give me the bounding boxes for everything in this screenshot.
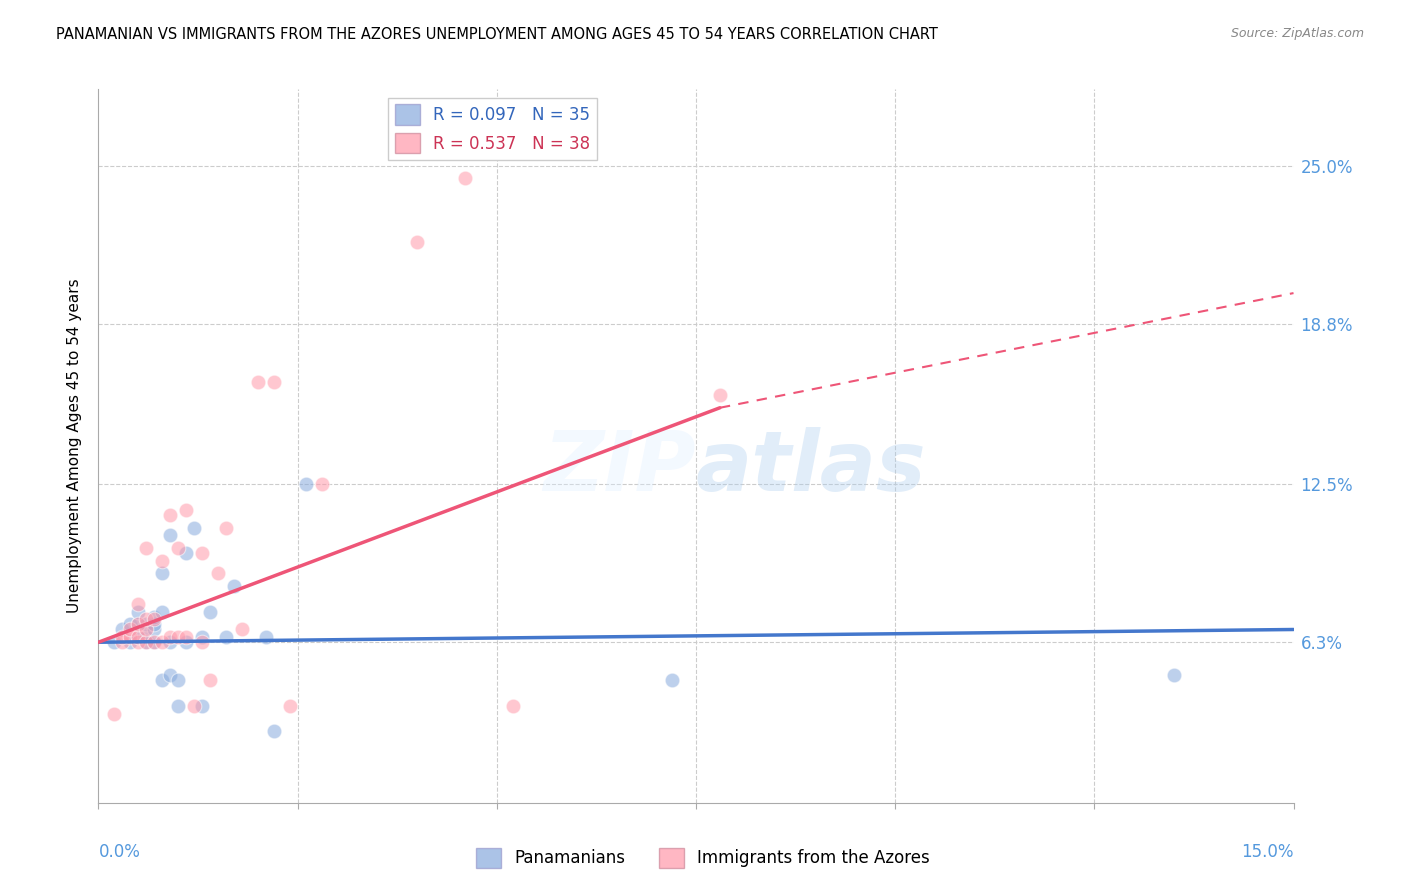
- Text: PANAMANIAN VS IMMIGRANTS FROM THE AZORES UNEMPLOYMENT AMONG AGES 45 TO 54 YEARS : PANAMANIAN VS IMMIGRANTS FROM THE AZORES…: [56, 27, 938, 42]
- Point: [127, 605, 149, 619]
- Point: [167, 673, 190, 688]
- Point: [167, 698, 190, 713]
- Point: [1163, 668, 1185, 682]
- Point: [111, 635, 134, 649]
- Point: [191, 630, 214, 644]
- Point: [174, 630, 197, 644]
- Point: [502, 698, 524, 713]
- Point: [174, 546, 197, 560]
- Point: [159, 635, 181, 649]
- Point: [159, 630, 181, 644]
- Point: [159, 528, 181, 542]
- Point: [167, 630, 190, 644]
- Point: [135, 635, 157, 649]
- Point: [311, 477, 333, 491]
- Point: [167, 541, 190, 555]
- Point: [263, 724, 285, 739]
- Point: [127, 617, 149, 632]
- Point: [150, 673, 173, 688]
- Point: [246, 376, 269, 390]
- Point: [159, 668, 181, 682]
- Point: [127, 635, 149, 649]
- Point: [231, 623, 253, 637]
- Legend: Panamanians, Immigrants from the Azores: Panamanians, Immigrants from the Azores: [470, 841, 936, 875]
- Point: [135, 635, 157, 649]
- Point: [191, 635, 214, 649]
- Point: [143, 623, 166, 637]
- Y-axis label: Unemployment Among Ages 45 to 54 years: Unemployment Among Ages 45 to 54 years: [67, 278, 83, 614]
- Point: [294, 477, 316, 491]
- Point: [143, 609, 166, 624]
- Point: [183, 698, 205, 713]
- Point: [150, 566, 173, 581]
- Point: [143, 612, 166, 626]
- Point: [191, 698, 214, 713]
- Point: [120, 635, 142, 649]
- Point: [135, 617, 157, 632]
- Point: [103, 706, 125, 721]
- Point: [254, 630, 277, 644]
- Point: [127, 597, 149, 611]
- Text: ZIP: ZIP: [543, 427, 696, 508]
- Point: [143, 635, 166, 649]
- Point: [120, 630, 142, 644]
- Point: [127, 630, 149, 644]
- Point: [120, 623, 142, 637]
- Point: [150, 554, 173, 568]
- Point: [127, 630, 149, 644]
- Point: [215, 630, 238, 644]
- Point: [198, 605, 221, 619]
- Point: [661, 673, 683, 688]
- Text: 15.0%: 15.0%: [1241, 843, 1294, 861]
- Point: [174, 502, 197, 516]
- Point: [143, 635, 166, 649]
- Point: [222, 579, 245, 593]
- Legend: R = 0.097   N = 35, R = 0.537   N = 38: R = 0.097 N = 35, R = 0.537 N = 38: [388, 97, 598, 160]
- Point: [143, 617, 166, 632]
- Point: [135, 630, 157, 644]
- Point: [111, 630, 134, 644]
- Point: [406, 235, 429, 249]
- Point: [198, 673, 221, 688]
- Point: [127, 617, 149, 632]
- Point: [207, 566, 229, 581]
- Point: [150, 605, 173, 619]
- Point: [135, 612, 157, 626]
- Text: Source: ZipAtlas.com: Source: ZipAtlas.com: [1230, 27, 1364, 40]
- Point: [159, 508, 181, 522]
- Point: [454, 171, 477, 186]
- Point: [111, 623, 134, 637]
- Text: atlas: atlas: [696, 427, 927, 508]
- Point: [191, 546, 214, 560]
- Point: [120, 617, 142, 632]
- Point: [135, 541, 157, 555]
- Point: [263, 376, 285, 390]
- Point: [183, 520, 205, 534]
- Point: [150, 635, 173, 649]
- Text: 0.0%: 0.0%: [98, 843, 141, 861]
- Point: [215, 520, 238, 534]
- Point: [103, 635, 125, 649]
- Point: [174, 635, 197, 649]
- Point: [278, 698, 301, 713]
- Point: [709, 388, 731, 402]
- Point: [135, 623, 157, 637]
